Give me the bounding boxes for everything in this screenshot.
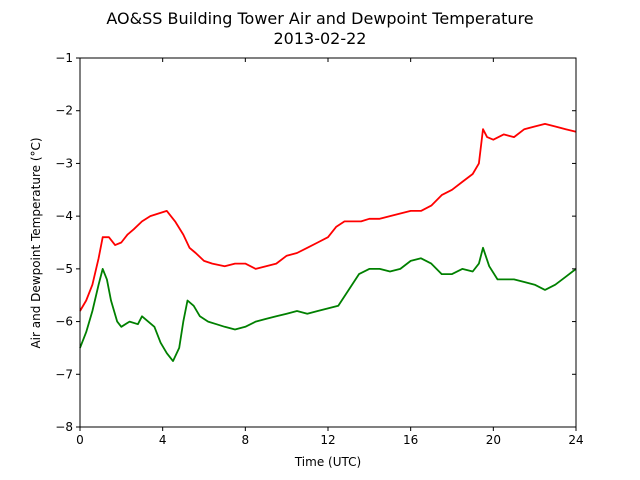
y-tick-label: −2: [55, 104, 73, 118]
chart-title: AO&SS Building Tower Air and Dewpoint Te…: [106, 9, 533, 28]
series-line-0: [79, 123, 577, 312]
y-tick-label: −1: [55, 51, 73, 65]
x-tick-label: 24: [568, 433, 583, 447]
plot-frame: [79, 57, 577, 428]
x-tick-label: 4: [159, 433, 167, 447]
y-tick-label: −7: [55, 367, 73, 381]
y-axis-label: Air and Dewpoint Temperature (°C): [29, 137, 43, 348]
chart-subtitle: 2013-02-22: [274, 29, 367, 48]
y-tick-label: −6: [55, 315, 73, 329]
x-tick-label: 20: [486, 433, 501, 447]
x-tick-label: 12: [320, 433, 335, 447]
x-tick-label: 0: [76, 433, 84, 447]
y-tick-label: −3: [55, 156, 73, 170]
ticks: 0 4 8 12 16 20 24 −8 −7 −6 −5 −4 −3 −2 −1: [55, 51, 583, 447]
series-line-1: [79, 246, 577, 363]
y-tick-label: −8: [55, 420, 73, 434]
x-tick-label: 8: [242, 433, 250, 447]
y-tick-label: −4: [55, 209, 73, 223]
x-axis-label: Time (UTC): [294, 455, 361, 469]
plot-lines: [79, 123, 577, 363]
x-tick-label: 16: [403, 433, 418, 447]
y-tick-label: −5: [55, 262, 73, 276]
